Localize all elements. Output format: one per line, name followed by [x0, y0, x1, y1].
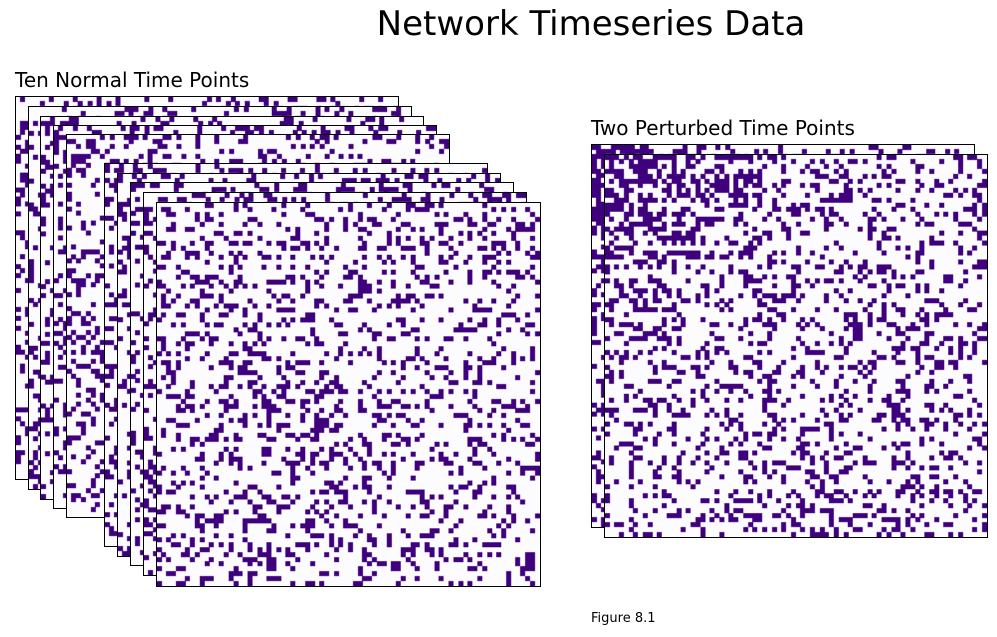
figure-caption: Figure 8.1	[591, 611, 656, 626]
perturbed-group-title: Two Perturbed Time Points	[591, 116, 855, 140]
figure-title: Network Timeseries Data	[376, 4, 806, 44]
normal-matrix-10	[156, 202, 541, 587]
perturbed-matrix-2	[604, 154, 988, 538]
normal-group-title: Ten Normal Time Points	[15, 68, 250, 92]
